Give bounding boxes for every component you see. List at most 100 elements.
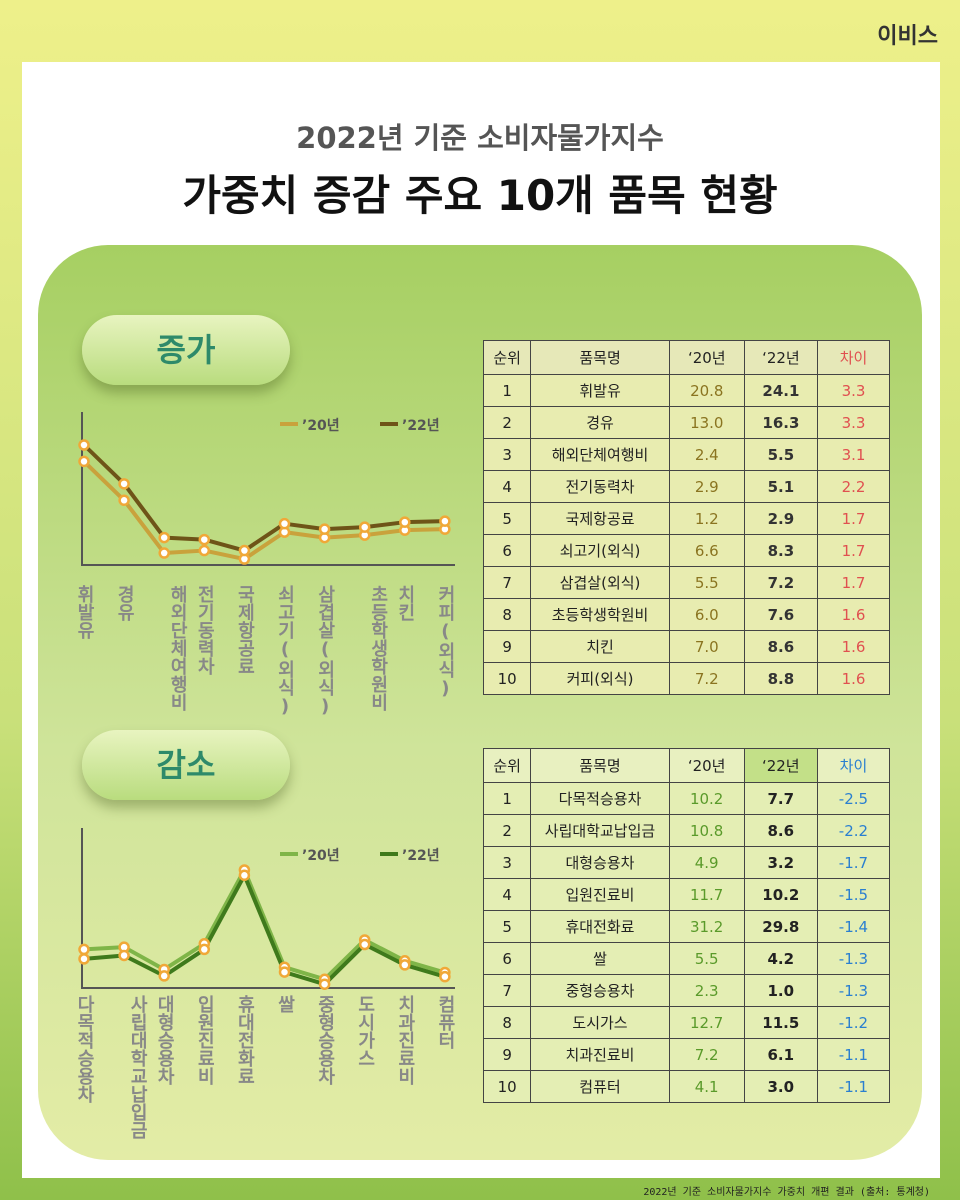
table-row: 7 삼겹살(외식) 5.5 7.2 1.7 xyxy=(482,566,890,599)
x-tick-label-part: 사립대학교 xyxy=(127,995,149,1085)
table-cell: 8 xyxy=(482,598,532,631)
data-point xyxy=(198,943,211,956)
data-point xyxy=(318,978,331,990)
table-cell: 8.8 xyxy=(743,662,819,695)
x-tick-label: 초등학생 학원비 xyxy=(339,585,391,711)
table-cell: 8.3 xyxy=(743,534,819,567)
x-tick-label: 삼겹살(외식) xyxy=(312,585,338,717)
table-cell: 31.2 xyxy=(668,910,745,943)
data-point xyxy=(399,516,411,528)
table-cell: 9 xyxy=(482,630,532,663)
table-cell: 1.6 xyxy=(817,662,890,695)
x-tick-label: 휴대전화료 xyxy=(231,995,257,1085)
table-cell: 7.6 xyxy=(743,598,819,631)
x-tick-label: 쌀 xyxy=(272,995,298,1013)
table-cell: 5.1 xyxy=(743,470,819,503)
table-cell: 치킨 xyxy=(530,630,670,663)
table-cell: 29.8 xyxy=(743,910,818,943)
table-cell: 7.2 xyxy=(743,566,819,599)
table-cell: 8 xyxy=(482,1006,532,1039)
table-cell: 24.1 xyxy=(743,374,819,407)
table-header-cell: 순위 xyxy=(482,340,532,375)
data-point xyxy=(318,523,331,535)
table-cell: 입원진료비 xyxy=(530,878,670,911)
data-point xyxy=(158,531,170,544)
x-tick-label-part: 휘발유 xyxy=(74,585,95,639)
table-cell: 7.2 xyxy=(668,662,745,695)
x-tick-label-part: 학원비 xyxy=(367,657,389,711)
table-header-cell: 차이 xyxy=(816,748,891,783)
table-cell: 3.2 xyxy=(743,846,818,879)
table-cell: 9 xyxy=(482,1038,532,1071)
table-cell: -1.5 xyxy=(816,878,891,911)
table-cell: 4.2 xyxy=(743,942,818,975)
table-row: 3 해외단체여행비 2.4 5.5 3.1 xyxy=(482,438,890,471)
table-cell: 2 xyxy=(482,814,532,847)
data-point xyxy=(78,455,90,468)
table-row: 6 쌀 5.5 4.2 -1.3 xyxy=(482,942,891,975)
table-cell: 커피(외식) xyxy=(530,662,670,695)
table-row: 9 치과진료비 7.2 6.1 -1.1 xyxy=(482,1038,891,1071)
x-tick-label-part: 전기동력차 xyxy=(194,585,216,675)
x-tick-label-part: 초등학생 xyxy=(367,585,389,657)
table-cell: 7.7 xyxy=(743,782,818,815)
x-tick-label-part: 휴대전화료 xyxy=(234,995,256,1085)
table-cell: 16.3 xyxy=(743,406,819,439)
title-main: 가중치 증감 주요 10개 품목 현황 xyxy=(182,171,778,220)
data-point xyxy=(78,943,90,956)
table-row: 10 컴퓨터 4.1 3.0 -1.1 xyxy=(482,1070,891,1103)
legend-label: ’20년 xyxy=(302,848,340,864)
table-cell: 2.9 xyxy=(668,470,745,503)
table-cell: 대형승용차 xyxy=(530,846,670,879)
table-cell: 경유 xyxy=(530,406,670,439)
table-cell: 1 xyxy=(482,374,532,407)
table-cell: 6 xyxy=(482,534,532,567)
table-cell: 20.8 xyxy=(668,374,745,407)
table-cell: 전기동력차 xyxy=(530,470,670,503)
table-cell: 삼겹살(외식) xyxy=(530,566,670,599)
legend-label: ’22년 xyxy=(402,848,440,864)
x-tick-label: 휘발유 xyxy=(71,585,97,639)
table-cell: 초등학생학원비 xyxy=(530,598,670,631)
table-row: 9 치킨 7.0 8.6 1.6 xyxy=(482,630,890,663)
table-cell: 3.0 xyxy=(743,1070,818,1103)
table-header-cell: 품목명 xyxy=(530,748,670,783)
table-cell: 3.3 xyxy=(817,374,890,407)
table-cell: -1.3 xyxy=(816,974,891,1007)
table-row: 5 국제항공료 1.2 2.9 1.7 xyxy=(482,502,890,535)
table-cell: 4 xyxy=(482,878,532,911)
table-row: 7 중형승용차 2.3 1.0 -1.3 xyxy=(482,974,891,1007)
table-cell: 쇠고기(외식) xyxy=(530,534,670,567)
x-tick-label-part: 여행비 xyxy=(167,657,189,711)
table-cell: 해외단체여행비 xyxy=(530,438,670,471)
x-tick-label: 전기동력차 xyxy=(191,585,217,675)
data-point xyxy=(439,515,451,527)
table-row: 1 휘발유 20.8 24.1 3.3 xyxy=(482,374,890,407)
table-cell: -1.1 xyxy=(816,1038,891,1071)
x-tick-label-part: 해외단체 xyxy=(167,585,189,657)
data-table: 순위 품목명 ‘20년 ‘22년 차이 1 다목적승용차 10.2 7.7 -2.5 2 사립대학교납… xyxy=(482,748,891,1103)
table-cell: -1.2 xyxy=(816,1006,891,1039)
table-cell: -1.1 xyxy=(816,1070,891,1103)
table-header-cell: 순위 xyxy=(482,748,532,783)
data-point xyxy=(278,517,291,530)
table-cell: 6.1 xyxy=(743,1038,818,1071)
table-cell: 8.6 xyxy=(743,630,819,663)
x-tick-label: 경유 xyxy=(111,585,137,621)
table-cell: -1.7 xyxy=(816,846,891,879)
table-cell: 3 xyxy=(482,438,532,471)
brand: 이비스 xyxy=(877,24,938,49)
x-tick-label-part: 대형승용차 xyxy=(154,995,176,1085)
table-row: 3 대형승용차 4.9 3.2 -1.7 xyxy=(482,846,891,879)
x-tick-label-part: 국제항공료 xyxy=(234,585,256,675)
table-cell: 중형승용차 xyxy=(530,974,670,1007)
x-tick-label-part: 다목적승용차 xyxy=(74,995,95,1103)
table-cell: 2 xyxy=(482,406,532,439)
data-point xyxy=(399,959,411,971)
table-row: 1 다목적승용차 10.2 7.7 -2.5 xyxy=(482,782,891,815)
table-cell: 6 xyxy=(482,942,532,975)
table-cell: 5.5 xyxy=(743,438,819,471)
x-tick-label-part: 중형승용차 xyxy=(314,995,336,1085)
table-header-row: 순위 품목명 ‘20년 ‘22년 차이 xyxy=(482,748,891,783)
